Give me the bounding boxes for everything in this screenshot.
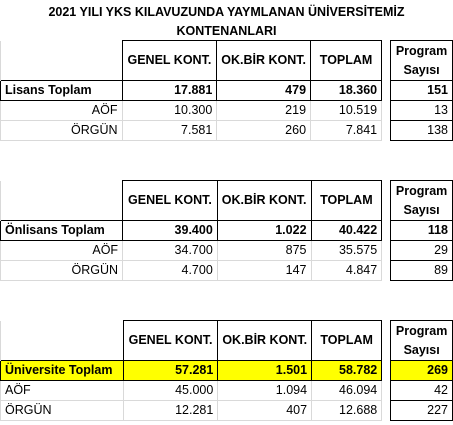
- blank-cell: [382, 261, 391, 281]
- blank-cell: [382, 121, 391, 141]
- row-program: 42: [390, 380, 453, 401]
- row-toplam: 4.847: [310, 260, 383, 281]
- universite-table: GENEL KONT. OK.BİR KONT. TOPLAM Program S…: [0, 320, 453, 421]
- row-toplam: 35.575: [310, 240, 383, 261]
- header-toplam: TOPLAM: [311, 320, 383, 361]
- blank-cell: [382, 81, 391, 101]
- section-total-label: Önlisans Toplam: [0, 220, 124, 241]
- total-toplam: 18.360: [310, 80, 383, 101]
- blank-cell: [382, 241, 391, 261]
- blank-cell: [382, 361, 391, 381]
- row-program: 13: [390, 100, 453, 121]
- row-genel: 7.581: [121, 120, 218, 141]
- sheet-title-line2: KONTENANLARI: [176, 24, 277, 38]
- lisans-table: GENEL KONT. OK.BİR KONT. TOPLAM Program S…: [0, 40, 453, 141]
- blank-cell: [0, 320, 124, 361]
- header-ok-bir-kont: OK.BİR KONT.: [216, 40, 312, 81]
- row-program: 227: [390, 400, 453, 421]
- total-genel: 17.881: [121, 80, 218, 101]
- total-okbir: 1.501: [217, 360, 313, 381]
- row-okbir: 875: [216, 240, 312, 261]
- row-toplam: 7.841: [310, 120, 383, 141]
- row-label: AÖF: [0, 100, 123, 121]
- program-label-line1: Program: [395, 183, 448, 198]
- row-genel: 34.700: [122, 240, 218, 261]
- header-ok-bir-kont: OK.BİR KONT.: [216, 180, 312, 221]
- header-toplam: TOPLAM: [310, 180, 383, 221]
- row-label: ÖRGÜN: [0, 260, 124, 281]
- total-program: 269: [390, 360, 453, 381]
- row-label: AÖF: [0, 240, 124, 261]
- row-toplam: 46.094: [311, 380, 383, 401]
- header-genel-kont: GENEL KONT.: [122, 320, 219, 361]
- blank-cell: [382, 41, 391, 81]
- header-program-sayisi: Program Sayısı: [390, 180, 453, 221]
- onlisans-table: GENEL KONT. OK.BİR KONT. TOPLAM Program S…: [0, 180, 453, 281]
- row-toplam: 10.519: [310, 100, 383, 121]
- row-label: ÖRGÜN: [0, 120, 123, 141]
- total-genel: 57.281: [122, 360, 219, 381]
- row-program: 29: [390, 240, 453, 261]
- blank-cell: [382, 321, 391, 361]
- sheet-title-line1: 2021 YILI YKS KILAVUZUNDA YAYMLANAN ÜNİV…: [48, 5, 405, 19]
- header-genel-kont: GENEL KONT.: [121, 40, 218, 81]
- header-program-sayisi: Program Sayısı: [390, 320, 453, 361]
- total-genel: 39.400: [122, 220, 218, 241]
- row-genel: 10.300: [121, 100, 218, 121]
- total-program: 151: [390, 80, 453, 101]
- row-genel: 4.700: [122, 260, 218, 281]
- total-okbir: 479: [216, 80, 312, 101]
- row-genel: 12.281: [122, 400, 219, 421]
- row-toplam: 12.688: [311, 400, 383, 421]
- total-toplam: 40.422: [310, 220, 383, 241]
- row-okbir: 260: [216, 120, 312, 141]
- blank-cell: [382, 181, 391, 221]
- row-okbir: 147: [216, 260, 312, 281]
- total-toplam: 58.782: [311, 360, 383, 381]
- blank-cell: [0, 40, 122, 81]
- blank-cell: [382, 381, 391, 401]
- row-label: AÖF: [0, 380, 124, 401]
- section-total-label: Üniversite Toplam: [0, 360, 124, 381]
- header-program-sayisi: Program Sayısı: [390, 40, 453, 81]
- program-label-line2: Sayısı: [403, 202, 440, 217]
- row-okbir: 407: [217, 400, 313, 421]
- blank-cell: [382, 401, 391, 421]
- header-toplam: TOPLAM: [310, 40, 383, 81]
- total-okbir: 1.022: [216, 220, 312, 241]
- section-total-label: Lisans Toplam: [0, 80, 123, 101]
- row-label: ÖRGÜN: [0, 400, 124, 421]
- row-okbir: 219: [216, 100, 312, 121]
- row-okbir: 1.094: [217, 380, 313, 401]
- total-program: 118: [390, 220, 453, 241]
- blank-cell: [382, 101, 391, 121]
- program-label-line1: Program: [395, 43, 448, 58]
- header-genel-kont: GENEL KONT.: [122, 180, 218, 221]
- row-genel: 45.000: [122, 380, 219, 401]
- program-label-line2: Sayısı: [403, 62, 440, 77]
- row-program: 89: [390, 260, 453, 281]
- row-program: 138: [390, 120, 453, 141]
- program-label-line2: Sayısı: [403, 342, 440, 357]
- blank-cell: [0, 180, 123, 221]
- header-ok-bir-kont: OK.BİR KONT.: [217, 320, 313, 361]
- blank-cell: [382, 221, 391, 241]
- program-label-line1: Program: [395, 323, 448, 338]
